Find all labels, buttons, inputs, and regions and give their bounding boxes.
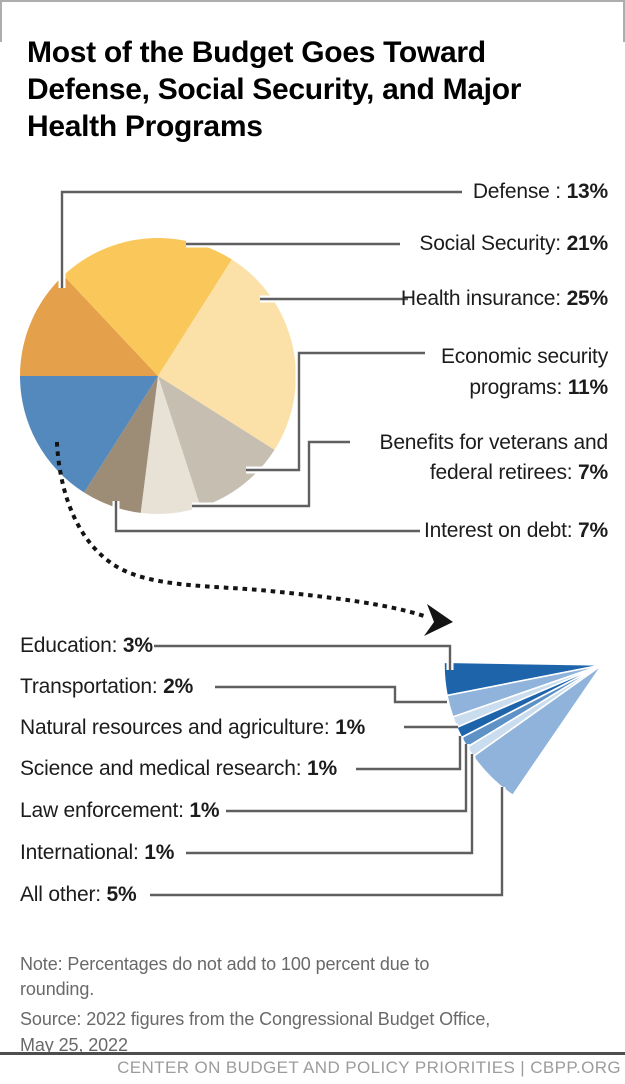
- pie-slice-economic-security: [158, 376, 275, 508]
- pie-label-economic-security: Economic security programs: 11%: [408, 341, 608, 403]
- label-text: Benefits for veterans and federal retire…: [379, 431, 609, 484]
- fan-label-international: International: 1%: [20, 838, 174, 868]
- label-text: Defense :: [472, 180, 567, 203]
- label-value: 13%: [566, 180, 609, 203]
- pie-label-interest-on-debt: Interest on debt: 7%: [424, 516, 608, 546]
- pie-slice-veterans-federal-retirees: [140, 376, 201, 514]
- top-left-border-stub: [0, 0, 2, 42]
- label-value: 1%: [144, 841, 175, 864]
- fan-label-law-enforcement: Law enforcement: 1%: [20, 796, 220, 826]
- top-border-line: [0, 0, 625, 2]
- pie-label-social-security: Social Security: 21%: [419, 229, 608, 259]
- fan-label-science-medical-research: Science and medical research: 1%: [20, 754, 337, 784]
- pie-slice-health-insurance: [158, 259, 296, 450]
- law-enforcement-leader-line: [226, 744, 468, 813]
- label-text: Interest on debt:: [424, 519, 579, 542]
- leader-lines: [58, 188, 506, 899]
- interest-leader-line: [114, 501, 420, 533]
- label-value: 2%: [163, 675, 194, 698]
- note-text: Note: Percentages do not add to 100 perc…: [20, 954, 430, 999]
- pie-label-defense: Defense : 13%: [473, 177, 608, 207]
- education-leader-line: [154, 644, 452, 670]
- science-leader-line: [356, 736, 462, 771]
- label-value: 7%: [578, 519, 608, 542]
- label-value: 7%: [578, 461, 608, 484]
- label-value: 25%: [566, 287, 609, 310]
- label-text: Health insurance:: [400, 287, 567, 310]
- label-value: 1%: [335, 716, 366, 739]
- fan-label-education: Education: 3%: [20, 631, 153, 661]
- transportation-leader-line: [215, 685, 447, 704]
- label-text: Natural resources and agriculture:: [20, 716, 336, 739]
- transportation-leader-line-halo: [215, 683, 447, 706]
- all-other-leader-line: [150, 787, 504, 897]
- economic-security-leader-line: [246, 351, 425, 472]
- pie-label-veterans-federal-retirees: Benefits for veterans and federal retire…: [316, 428, 609, 488]
- fan-label-transportation: Transportation: 2%: [20, 672, 193, 702]
- label-text: International:: [20, 841, 145, 864]
- label-text: All other:: [20, 883, 107, 906]
- label-value: 5%: [106, 883, 137, 906]
- fan-label-all-other: All other: 5%: [20, 880, 137, 910]
- label-value: 1%: [307, 757, 337, 780]
- dotted-breakout-arrow: [54, 441, 427, 619]
- international-leader-line: [186, 754, 474, 855]
- source-text: Source: 2022 figures from the Congressio…: [20, 1009, 491, 1055]
- chart-title: Most of the Budget Goes Toward Defense, …: [27, 36, 522, 144]
- pie-label-health-insurance: Health insurance: 25%: [401, 284, 608, 314]
- top-right-border-stub: [623, 0, 625, 42]
- label-text: Education:: [20, 634, 123, 657]
- label-value: 11%: [567, 376, 608, 399]
- defense-leader-line: [60, 190, 462, 288]
- education-leader-line-halo: [154, 642, 454, 670]
- label-value: 3%: [122, 634, 153, 657]
- label-value: 1%: [189, 799, 220, 822]
- breakout-fan-chart: [443, 661, 603, 797]
- pie-slice-social-security: [63, 238, 232, 376]
- label-text: Transportation:: [20, 675, 164, 698]
- footer-credit: CENTER ON BUDGET AND POLICY PRIORITIES |…: [117, 1058, 621, 1077]
- label-text: Economic security programs:: [441, 345, 608, 399]
- label-text: Science and medical research:: [20, 757, 307, 780]
- pie-slice-defense: [19, 275, 158, 376]
- label-text: Law enforcement:: [20, 799, 190, 822]
- veterans-leader-line: [192, 440, 350, 508]
- pie-slice-smaller-categories-combined: [20, 376, 158, 493]
- label-value: 21%: [566, 232, 609, 255]
- label-text: Social Security:: [419, 232, 567, 255]
- pie-slice-interest-on-debt: [84, 376, 158, 513]
- science-leader-line-halo: [356, 736, 464, 773]
- fan-label-natural-resources-agriculture: Natural resources and agriculture: 1%: [20, 713, 365, 743]
- main-pie-chart: [19, 238, 296, 514]
- breakout-arrowhead-icon: [424, 604, 453, 636]
- footer-divider: [0, 1052, 625, 1055]
